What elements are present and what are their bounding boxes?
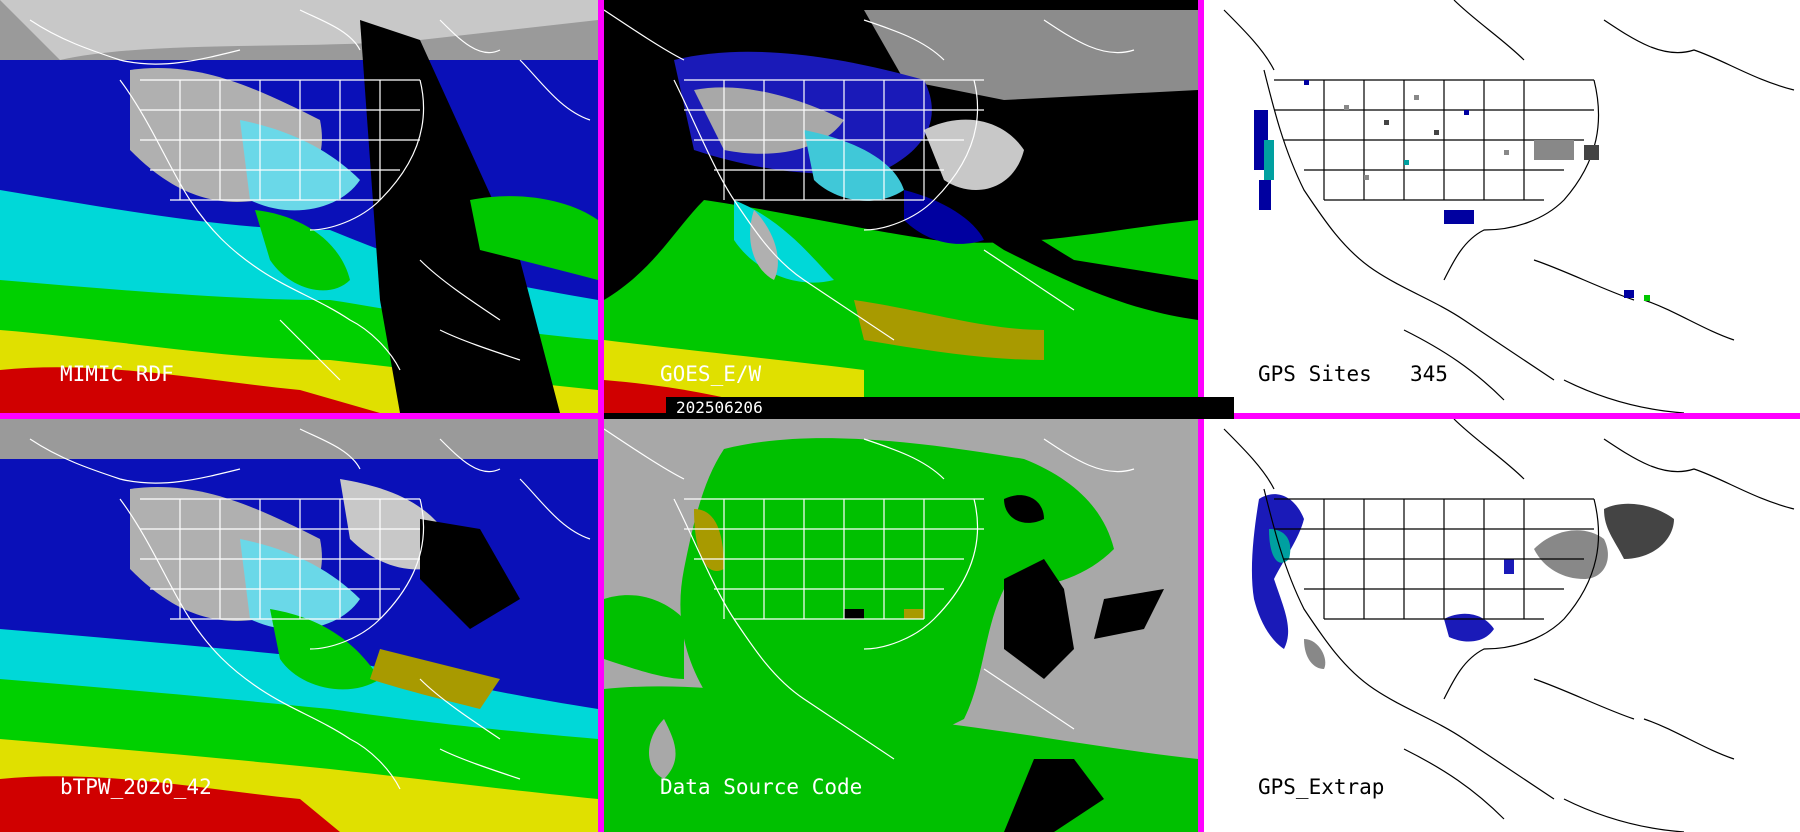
goes-ew-map [604,0,1198,413]
gps-site-markers [1254,80,1650,301]
data-source-code-map [604,419,1198,832]
panel-gps-extrap: GPS_Extrap [1204,419,1800,832]
timestamp-bar: 202506206 [666,397,1234,419]
gps-sites-count: 345 [1410,362,1448,386]
btpw-map [0,419,598,832]
horizontal-divider-left [0,413,598,419]
horizontal-divider-right [1204,413,1800,419]
data-source-code-label: Data Source Code [660,775,863,799]
goes-ew-label: GOES_E/W [660,362,762,386]
mimic-rdf-map [0,0,598,413]
panel-mimic-rdf: MIMIC RDF [0,0,598,413]
panel-btpw: bTPW_2020_42 [0,419,598,832]
btpw-label: bTPW_2020_42 [60,775,212,799]
panel-data-source-code: Data Source Code [604,419,1198,832]
gps-extrap-label: GPS_Extrap [1258,775,1385,799]
gps-sites-label: GPS Sites [1258,362,1372,386]
vertical-divider-left [598,0,604,832]
panel-goes-ew: GOES_E/W [604,0,1198,413]
gps-sites-map [1204,0,1800,413]
timestamp-text: 202506206 [676,398,763,417]
mimic-rdf-label: MIMIC RDF [60,362,174,386]
gps-extrap-map [1204,419,1800,832]
panel-gps-sites: GPS Sites 345 [1204,0,1800,413]
